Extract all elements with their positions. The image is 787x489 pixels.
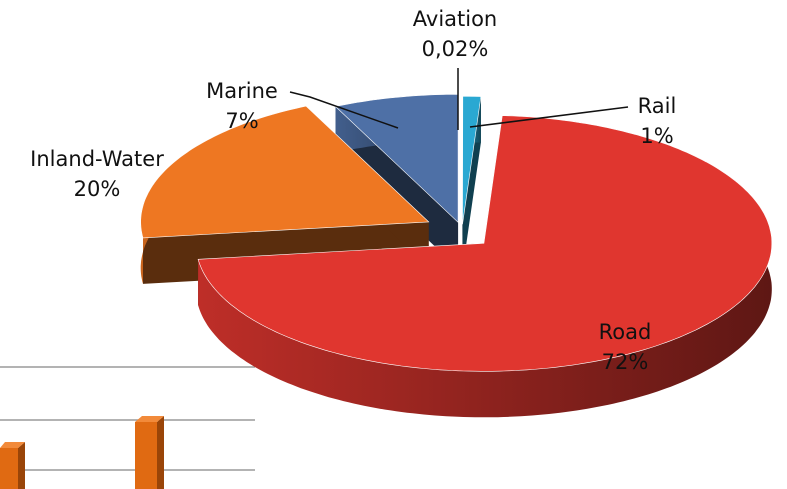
- background-chart-fragment: [0, 366, 255, 489]
- category-label: Inland-Water: [30, 147, 164, 171]
- fragment-bar-side: [157, 416, 164, 489]
- category-label: Marine: [206, 79, 278, 103]
- slice-top: [462, 96, 482, 225]
- value-label: 0,02%: [422, 37, 489, 61]
- fragment-bar-side: [18, 442, 25, 489]
- pie: [140, 93, 773, 418]
- value-label: 1%: [640, 124, 673, 148]
- fragment-bar-top: [0, 442, 25, 448]
- slice: [462, 96, 482, 271]
- value-label: 7%: [225, 109, 258, 133]
- slice-top: [140, 105, 430, 239]
- category-label: Aviation: [413, 7, 498, 31]
- fragment-bar-top: [135, 416, 164, 422]
- slice-top: [197, 115, 773, 372]
- leader-line: [289, 91, 399, 129]
- fragment-bar: [135, 422, 157, 489]
- category-label: Road: [599, 320, 652, 344]
- leader-line: [469, 106, 629, 128]
- fragment-bar: [0, 448, 18, 489]
- labels: Aviation 0,02% Rail 1% Road 72% Inland-Water 20…: [30, 7, 676, 374]
- value-label: 72%: [602, 350, 649, 374]
- value-label: 20%: [74, 177, 121, 201]
- slice-top: [334, 93, 459, 223]
- slice: [197, 115, 773, 418]
- category-label: Rail: [638, 94, 677, 118]
